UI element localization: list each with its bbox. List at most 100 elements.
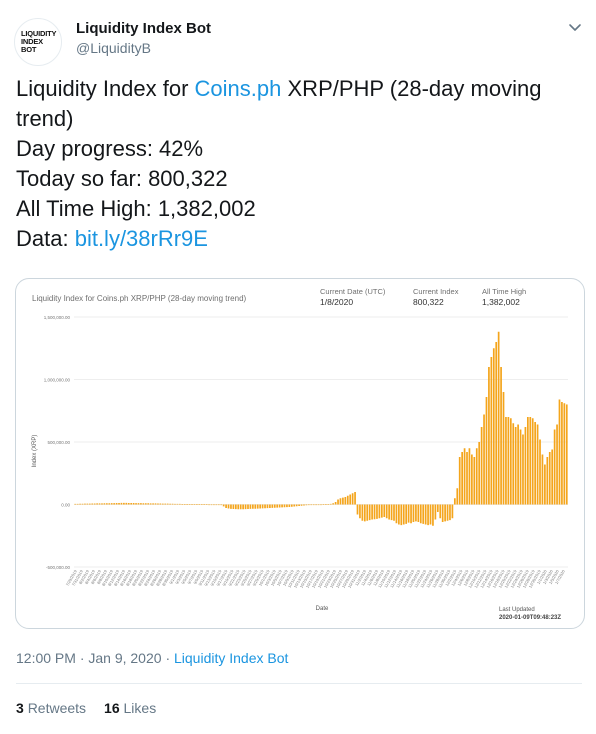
bar — [174, 503, 176, 505]
bar — [456, 488, 459, 505]
bar — [354, 492, 356, 505]
bar — [553, 429, 556, 505]
bar — [497, 331, 500, 505]
bar — [81, 503, 84, 505]
bar — [269, 504, 271, 508]
kpi-label-date: Current Date (UTC) — [320, 287, 386, 296]
bar — [485, 397, 488, 505]
bar — [113, 503, 116, 505]
chevron-down-icon[interactable] — [566, 18, 584, 36]
bar — [337, 499, 339, 505]
y-tick-label: 1,000,000.00 — [44, 378, 71, 383]
tweet-line-5: All Time High: 1,382,002 — [16, 196, 256, 221]
account-handle[interactable]: @LiquidityB — [76, 40, 151, 56]
bar — [237, 504, 240, 510]
bar — [349, 494, 352, 505]
coins-link[interactable]: Coins.ph — [194, 76, 282, 101]
bar — [500, 367, 502, 505]
bar — [371, 504, 373, 520]
bar — [398, 504, 400, 525]
chart-card[interactable]: Liquidity Index for Coins.ph XRP/PHP (28… — [15, 278, 585, 629]
tweet-timestamp[interactable]: 12:00 PM · Jan 9, 2020 — [16, 650, 162, 666]
kpi-value-index: 800,322 — [413, 297, 444, 307]
bar — [203, 504, 206, 505]
bar — [514, 427, 517, 505]
bar — [524, 427, 527, 505]
avatar-logo-line-3: BOT — [21, 45, 37, 54]
bar — [351, 493, 354, 505]
bar — [103, 503, 106, 505]
bar — [123, 502, 125, 505]
bar — [461, 452, 463, 505]
bar — [283, 504, 286, 508]
tweet-line-3: Day progress: 42% — [16, 136, 204, 161]
bar — [480, 427, 483, 505]
bar — [534, 422, 536, 505]
bar — [388, 504, 390, 520]
bar — [563, 403, 566, 505]
bar — [322, 504, 325, 505]
bar — [205, 504, 208, 505]
kpi-value-date: 1/8/2020 — [320, 297, 353, 307]
bar — [339, 498, 342, 505]
bar — [261, 504, 264, 509]
bar — [93, 503, 96, 505]
data-link[interactable]: bit.ly/38rRr9E — [74, 226, 208, 251]
bar — [176, 503, 179, 505]
bar — [393, 504, 395, 521]
bar — [548, 452, 551, 505]
likes-stat[interactable]: 16 Likes — [104, 700, 157, 716]
bar — [385, 504, 388, 519]
account-name[interactable]: Liquidity Index Bot — [76, 20, 211, 37]
bar — [317, 504, 320, 506]
avatar[interactable]: LIQUIDITY INDEX BOT — [14, 18, 62, 66]
bar — [434, 504, 437, 520]
bar — [446, 504, 449, 521]
bar — [380, 504, 383, 518]
bar — [300, 504, 303, 506]
bar — [483, 414, 485, 505]
bar — [254, 504, 257, 509]
tweet-source-link[interactable]: Liquidity Index Bot — [174, 650, 289, 666]
bar — [247, 504, 249, 509]
bar — [225, 504, 227, 508]
bar — [106, 503, 108, 505]
bar — [436, 504, 439, 512]
bar — [400, 504, 403, 526]
bar — [512, 423, 515, 505]
bar — [451, 504, 454, 519]
tweet-line-2: trend) — [16, 106, 74, 131]
bar — [305, 504, 308, 506]
bar — [441, 504, 444, 522]
last-updated-value: 2020-01-09T09:48:23Z — [499, 615, 561, 621]
y-tick-label: 0.00 — [61, 503, 70, 508]
bar — [531, 418, 534, 505]
bar — [405, 504, 408, 524]
tweet-line-4: Today so far: 800,322 — [16, 166, 228, 191]
y-axis-ticks: -500,000.00 0.00 500,000.00 1,000,000.00 1,5… — [44, 315, 71, 570]
bar — [181, 504, 184, 505]
bar — [232, 504, 235, 509]
bar — [266, 504, 269, 509]
bar — [210, 504, 213, 506]
bar — [468, 448, 471, 505]
bar — [453, 498, 456, 505]
bar — [96, 503, 98, 505]
bar — [419, 504, 422, 524]
bar — [558, 399, 561, 505]
bar — [332, 503, 335, 505]
retweets-stat[interactable]: 3 Retweets — [16, 700, 87, 716]
bar — [200, 504, 203, 505]
bar — [551, 449, 554, 505]
bar — [273, 504, 276, 508]
bar — [234, 504, 237, 510]
meta-separator: · — [165, 650, 174, 666]
bar — [361, 504, 364, 521]
tweet-meta: 12:00 PM · Jan 9, 2020 · Liquidity Index… — [16, 650, 288, 666]
bar — [473, 457, 476, 505]
bar — [376, 504, 378, 519]
bar — [264, 504, 266, 509]
bar — [565, 404, 568, 505]
bar — [410, 504, 412, 524]
